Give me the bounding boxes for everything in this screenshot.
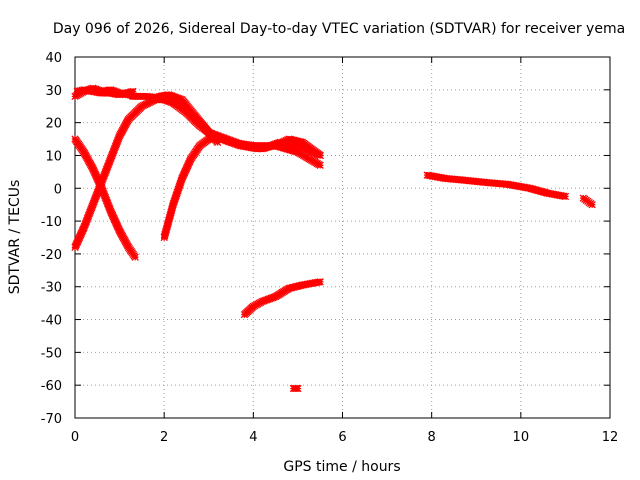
data-point: [131, 253, 139, 261]
y-axis-label: SDTVAR / TECUs: [7, 180, 23, 295]
data-points: [71, 84, 596, 393]
x-tick-label: 4: [249, 430, 257, 445]
x-axis-label: GPS time / hours: [283, 459, 400, 475]
data-point: [129, 87, 137, 96]
y-tick-label: 0: [54, 182, 62, 197]
y-tick-label: 40: [45, 51, 62, 66]
data-point: [316, 278, 324, 286]
data-point: [294, 384, 302, 393]
ticks: 0 2 4 6 8 10 12 40 30 20 10 0 -10 -20 -30 -40 -50 -60 -70: [41, 51, 619, 445]
data-point: [588, 201, 596, 209]
data-point: [561, 192, 570, 201]
x-tick-label: 12: [602, 430, 619, 445]
chart-title: Day 096 of 2026, Sidereal Day-to-day VTE…: [53, 21, 625, 37]
y-tick-label: -70: [41, 412, 62, 427]
y-tick-label: 20: [45, 117, 62, 132]
data-point: [316, 161, 324, 169]
y-tick-label: -40: [41, 314, 62, 329]
y-tick-label: -10: [41, 215, 62, 230]
y-tick-label: -50: [41, 346, 62, 361]
x-tick-label: 10: [513, 430, 530, 445]
x-tick-label: 6: [338, 430, 346, 445]
y-tick-label: -60: [41, 379, 62, 394]
y-tick-label: 10: [45, 149, 62, 164]
y-tick-label: 30: [45, 84, 62, 99]
grid: [75, 57, 610, 418]
x-tick-label: 2: [160, 430, 168, 445]
data-point: [316, 151, 324, 160]
y-tick-label: -20: [41, 248, 62, 263]
y-tick-label: -30: [41, 281, 62, 296]
x-tick-label: 0: [71, 430, 79, 445]
x-tick-label: 8: [428, 430, 436, 445]
